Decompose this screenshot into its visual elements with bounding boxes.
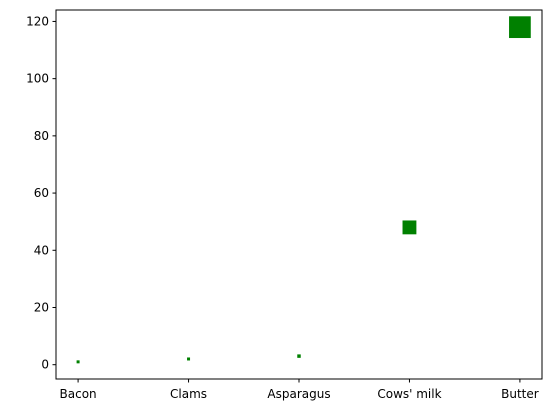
y-tick-label: 40 [34, 243, 49, 257]
x-axis: Bacon Clams Asparagus Cows' milk Butter [60, 379, 539, 401]
y-tick-label: 120 [26, 14, 49, 28]
y-tick-label: 0 [41, 358, 49, 372]
x-tick-label: Butter [501, 387, 539, 401]
data-point [297, 354, 300, 357]
data-point [77, 360, 80, 363]
data-point [509, 16, 531, 38]
plot-frame [56, 10, 542, 379]
data-point [187, 357, 190, 360]
y-tick-label: 60 [34, 186, 49, 200]
chart-marks [77, 16, 531, 363]
y-tick-label: 80 [34, 129, 49, 143]
y-tick-label: 20 [34, 300, 49, 314]
x-tick-label: Bacon [60, 387, 97, 401]
data-point [403, 220, 417, 234]
y-axis: 0 20 40 60 80 100 120 [26, 14, 56, 371]
x-tick-label: Cows' milk [377, 387, 441, 401]
y-tick-label: 100 [26, 72, 49, 86]
x-tick-label: Clams [170, 387, 207, 401]
x-tick-label: Asparagus [267, 387, 330, 401]
